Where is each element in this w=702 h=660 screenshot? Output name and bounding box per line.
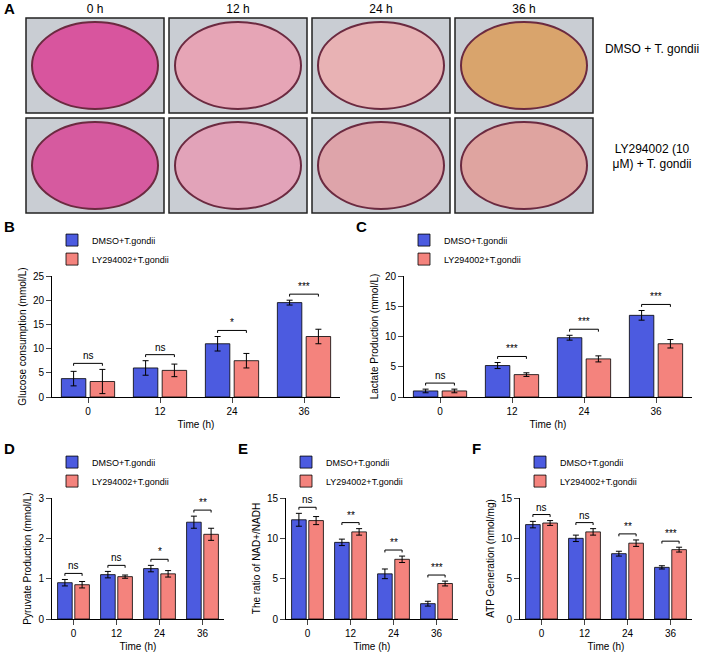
svg-text:ns: ns [68,560,79,571]
svg-text:Time (h): Time (h) [588,641,625,652]
svg-text:DMSO+T.gondii: DMSO+T.gondii [560,458,623,468]
svg-text:20: 20 [33,295,45,306]
svg-text:36: 36 [665,628,677,639]
html-text:D: D [4,440,15,457]
svg-text:ns: ns [435,370,446,381]
svg-text:The ratio of NAD+/NADH: The ratio of NAD+/NADH [251,503,262,614]
svg-text:*: * [158,546,162,557]
html-text:E: E [238,440,248,457]
svg-text:10: 10 [385,331,397,342]
svg-text:0: 0 [38,392,44,403]
svg-text:0: 0 [272,614,278,625]
svg-text:DMSO+T.gondii: DMSO+T.gondii [92,236,155,246]
html-text:A: A [4,0,15,17]
svg-text:24: 24 [388,628,400,639]
svg-text:**: ** [624,521,632,532]
svg-text:5: 5 [38,367,44,378]
svg-text:36: 36 [197,628,209,639]
svg-text:ns: ns [111,552,122,563]
svg-text:LY294002+T.gondii: LY294002+T.gondii [326,477,403,487]
svg-text:10: 10 [33,343,45,354]
svg-text:***: *** [650,291,662,302]
svg-text:**: ** [390,537,398,548]
html-text:12 h: 12 h [226,2,250,16]
svg-text:ns: ns [536,502,547,513]
svg-text:ns: ns [83,350,94,361]
svg-text:0: 0 [539,628,545,639]
html-text:LY294002 (10 μM) + T. gondii: LY294002 (10 μM) + T. gondii [612,141,692,171]
svg-text:3: 3 [38,493,44,504]
svg-text:Time (h): Time (h) [530,419,567,430]
svg-text:LY294002+T.gondii: LY294002+T.gondii [92,477,169,487]
svg-text:1: 1 [38,573,44,584]
svg-text:***: *** [578,316,590,327]
svg-text:0: 0 [71,628,77,639]
svg-text:LY294002+T.gondii: LY294002+T.gondii [560,477,637,487]
svg-text:ATP Generation (nmol/mg): ATP Generation (nmol/mg) [485,499,496,618]
svg-text:0: 0 [390,392,396,403]
html-text:DMSO + T. gondii: DMSO + T. gondii [604,41,700,56]
svg-text:Time (h): Time (h) [354,641,391,652]
svg-text:5: 5 [506,573,512,584]
svg-text:12: 12 [579,628,591,639]
html-text:24 h: 24 h [369,2,393,16]
svg-text:ns: ns [579,510,590,521]
svg-text:10: 10 [267,533,279,544]
svg-text:24: 24 [154,628,166,639]
svg-text:10: 10 [501,533,513,544]
svg-text:5: 5 [272,573,278,584]
html-text:0 h: 0 h [86,2,104,16]
html-text:36 h: 36 h [512,2,536,16]
svg-text:15: 15 [501,493,513,504]
svg-text:36: 36 [650,406,662,417]
html-text:F: F [472,440,482,457]
svg-text:Glucose consumption (mmol/L): Glucose consumption (mmol/L) [17,267,28,405]
svg-text:Lactate Production (mmol/L): Lactate Production (mmol/L) [369,274,380,400]
svg-text:0: 0 [506,614,512,625]
svg-text:24: 24 [622,628,634,639]
svg-text:LY294002+T.gondii: LY294002+T.gondii [92,255,169,265]
svg-text:DMSO+T.gondii: DMSO+T.gondii [326,458,389,468]
svg-text:Time (h): Time (h) [178,419,215,430]
svg-text:***: *** [665,528,677,539]
svg-text:12: 12 [154,406,166,417]
svg-text:36: 36 [431,628,443,639]
svg-text:***: *** [298,281,310,292]
svg-text:15: 15 [33,319,45,330]
svg-text:Pyruvate Production (mmol/L): Pyruvate Production (mmol/L) [22,492,33,624]
svg-text:***: *** [431,562,443,573]
svg-text:ns: ns [155,342,166,353]
svg-text:5: 5 [390,361,396,372]
svg-text:0: 0 [38,614,44,625]
svg-text:12: 12 [506,406,518,417]
html-text:C: C [356,218,367,235]
svg-text:0: 0 [437,406,443,417]
svg-text:12: 12 [345,628,357,639]
svg-text:0: 0 [305,628,311,639]
svg-text:**: ** [199,497,207,508]
svg-text:ns: ns [302,494,313,505]
svg-text:36: 36 [298,406,310,417]
svg-text:0: 0 [85,406,91,417]
svg-text:DMSO+T.gondii: DMSO+T.gondii [92,458,155,468]
svg-text:LY294002+T.gondii: LY294002+T.gondii [444,255,521,265]
svg-text:Time (h): Time (h) [120,641,157,652]
svg-text:15: 15 [385,301,397,312]
html-text:B: B [4,218,15,235]
svg-text:**: ** [347,510,355,521]
svg-text:20: 20 [385,271,397,282]
svg-text:DMSO+T.gondii: DMSO+T.gondii [444,236,507,246]
svg-text:25: 25 [33,271,45,282]
svg-text:***: *** [506,343,518,354]
svg-text:*: * [230,317,234,328]
svg-text:15: 15 [267,493,279,504]
svg-text:2: 2 [38,533,44,544]
svg-text:12: 12 [111,628,123,639]
svg-text:24: 24 [578,406,590,417]
svg-text:24: 24 [226,406,238,417]
